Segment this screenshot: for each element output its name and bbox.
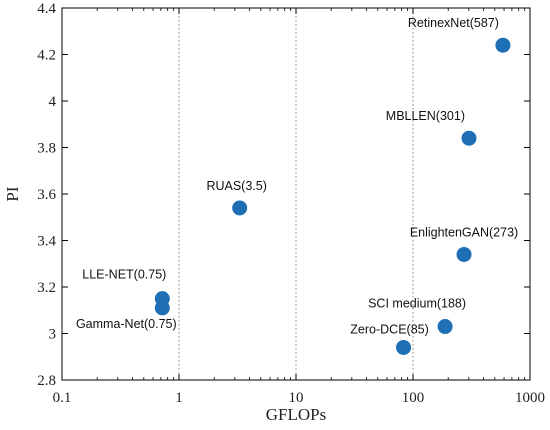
data-points: [154, 37, 511, 355]
data-point-label: MBLLEN(301): [386, 109, 465, 123]
y-tick-label: 3.6: [37, 187, 56, 203]
data-point-label: SCI medium(188): [368, 297, 466, 311]
data-point-label: RUAS(3.5): [206, 179, 266, 193]
data-point: [461, 130, 477, 146]
data-point-label: EnlightenGAN(273): [410, 225, 518, 239]
data-point: [154, 300, 170, 316]
point-labels: RetinexNet(587) MBLLEN(301) RUAS(3.5) Enlig…: [76, 16, 518, 336]
y-tick-label: 3: [49, 327, 57, 343]
y-tick-label: 4.4: [37, 1, 56, 17]
data-point: [232, 200, 248, 216]
data-point-label: Gamma-Net(0.75): [76, 317, 177, 331]
data-point-label: RetinexNet(587): [408, 16, 499, 30]
y-axis-label: PI: [3, 186, 22, 201]
y-tick-label: 4: [49, 94, 57, 110]
data-point: [456, 246, 472, 262]
x-tick-label: 1000: [515, 390, 545, 406]
y-tick-label: 3.4: [37, 234, 56, 250]
data-point: [437, 319, 453, 335]
data-point: [495, 37, 511, 53]
data-point-label: Zero-DCE(85): [350, 322, 429, 336]
x-axis-label: GFLOPs: [266, 405, 326, 424]
x-tick-label: 10: [289, 390, 304, 406]
data-point-label: LLE-NET(0.75): [82, 268, 166, 282]
x-tick-label: 1: [175, 390, 183, 406]
y-tick-label: 2.8: [37, 373, 56, 389]
x-tick-label: 100: [402, 390, 425, 406]
x-tick-label: 0.1: [53, 390, 72, 406]
y-tick-label: 3.2: [37, 280, 56, 296]
y-tick-label: 4.2: [37, 48, 56, 64]
y-tick-label: 3.8: [37, 141, 56, 157]
axis-ticks: 0.1 1 10 100 1000 2.8 3 3.2 3.4 3.6 3.8 4 4.2 4.4: [37, 1, 545, 406]
data-point: [396, 339, 412, 355]
